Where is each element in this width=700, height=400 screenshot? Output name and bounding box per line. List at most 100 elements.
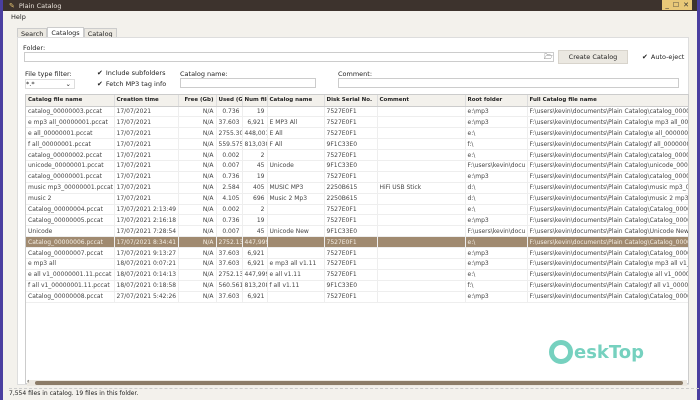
table-cell [377, 106, 466, 118]
feather-icon: ✎ [9, 1, 15, 10]
maximize-button[interactable]: ☐ [672, 1, 680, 9]
column-header[interactable]: Free (Gb) [178, 95, 217, 107]
menu-help[interactable]: Help [11, 13, 26, 21]
column-header[interactable]: Full Catalog file name [527, 95, 688, 107]
table-cell: N/A [178, 116, 217, 129]
table-cell: 0.002 [216, 204, 243, 216]
table-row[interactable]: Catalog_00000008.pccat 27/07/2021 5:42:26… [26, 291, 688, 303]
table-cell: 0.007 [216, 225, 243, 238]
create-catalog-button[interactable]: Create Catalog [558, 50, 628, 64]
table-cell: 2752.135 [216, 236, 243, 249]
table-cell: 2 [242, 204, 268, 216]
table-row[interactable]: Catalog_00000005.pccat 17/07/2021 2:16:18… [26, 214, 688, 227]
tab-catalog[interactable]: Catalog [83, 28, 117, 39]
table-cell: 9F1C33E0 [324, 225, 378, 238]
table-cell: 447,999 [242, 236, 268, 249]
table-cell: 19 [242, 171, 268, 183]
comment-input[interactable] [338, 78, 679, 88]
check-icon: ✔ [97, 80, 103, 88]
auto-eject-checkbox[interactable]: ✔ Auto-eject [642, 53, 684, 61]
table-cell [267, 291, 325, 303]
table-cell: e all v1.11 [267, 269, 325, 281]
table-cell: N/A [178, 182, 217, 194]
table-row[interactable]: catalog_00000003.pccat 17/07/2021 N/A 0.736… [26, 106, 688, 118]
status-bar: 7,554 files in catalog. 19 files in this… [9, 388, 699, 397]
column-header[interactable]: Creation time [114, 95, 179, 107]
table-cell [377, 247, 466, 259]
fetch-mp3-label: Fetch MP3 tag info [105, 80, 167, 88]
table-cell: 37.603 [216, 291, 243, 303]
table-cell: music mp3_00000001.pccat [26, 182, 115, 194]
fetch-mp3-checkbox[interactable]: ✔ Fetch MP3 tag info [97, 80, 166, 88]
table-cell: f all_00000001.pccat [26, 138, 115, 151]
table-cell: unicode_00000001.pccat [26, 160, 115, 172]
table-cell: F:\users\kevin\docu [465, 160, 528, 172]
table-row[interactable]: e all_00000001.pccat17/07/2021N/A2755.30… [26, 127, 688, 140]
table-cell: 7527E0F1 [324, 236, 378, 249]
column-header[interactable]: Disk Serial No. [324, 95, 378, 107]
table-row[interactable]: e mp3 all 18/07/2021 0:07:21 N/A 37.603 6,92… [26, 258, 688, 270]
column-header[interactable]: Catalog file name [26, 95, 115, 107]
table-cell: e:\ [465, 204, 528, 216]
table-cell: 6,921 [242, 258, 268, 270]
table-cell: 0.736 [216, 171, 243, 183]
column-header[interactable]: Comment [377, 95, 466, 107]
table-row[interactable]: e mp3 all_00000001.pccat 17/07/2021 N/A 37.… [26, 116, 688, 129]
table-cell: N/A [178, 160, 217, 172]
table-cell: 813,208 [242, 280, 268, 292]
table-row[interactable]: Catalog_00000004.pccat 17/07/2021 2:13:49… [26, 204, 688, 216]
table-row[interactable]: f all v1_00000001.11.pccat 18/07/2021 0:1… [26, 280, 688, 292]
table-cell: f:\ [465, 138, 528, 151]
file-type-value: *.* [26, 80, 35, 88]
table-row[interactable]: Catalog_00000007.pccat 17/07/2021 9:13:27… [26, 247, 688, 259]
table-cell: Music 2 Mp3 [267, 193, 325, 205]
table-cell [377, 236, 466, 249]
table-cell: 17/07/2021 [114, 171, 179, 183]
table-cell: 0.736 [216, 214, 243, 227]
folder-input[interactable] [24, 52, 554, 62]
table-cell: N/A [178, 225, 217, 238]
table-cell: e:\mp3 [465, 214, 528, 227]
table-row[interactable]: Catalog_00000006.pccat 17/07/2021 8:34:41… [26, 236, 688, 249]
table-cell [267, 236, 325, 249]
table-cell: 17/07/2021 [114, 127, 179, 140]
table-cell: 2755.301 [216, 127, 243, 140]
column-header[interactable]: Used (Gb) [216, 95, 243, 107]
tab-catalogs[interactable]: Catalogs [47, 27, 84, 38]
table-row[interactable]: music mp3_00000001.pccat 17/07/2021 N/A 2.5… [26, 182, 688, 194]
column-header[interactable]: Num files [242, 95, 268, 107]
table-row[interactable]: Unicode 17/07/2021 7:28:54 N/A 0.007 45 Unico… [26, 225, 688, 238]
tab-search[interactable]: Search [17, 28, 48, 39]
file-type-select[interactable]: *.* ⌄ [25, 79, 75, 89]
close-button[interactable]: ✕ [683, 1, 689, 9]
table-row[interactable]: catalog_00000002.pccat 17/07/2021 N/A 0.002… [26, 149, 688, 161]
table-row[interactable]: e all v1_00000001.11.pccat 18/07/2021 0:1… [26, 269, 688, 281]
table-cell: 2.584 [216, 182, 243, 194]
table-cell: d:\ [465, 182, 528, 194]
table-cell: 17/07/2021 2:13:49 [114, 204, 179, 216]
table-cell: 17/07/2021 [114, 160, 179, 172]
scrollbar-thumb[interactable] [35, 381, 683, 385]
table-cell: e mp3 all_00000001.pccat [26, 116, 115, 129]
catalog-name-input[interactable] [180, 78, 316, 88]
include-subfolders-checkbox[interactable]: ✔ Include subfolders [97, 69, 166, 77]
table-cell: e all v1_00000001.11.pccat [26, 269, 115, 281]
table-row[interactable]: f all_00000001.pccat 17/07/2021 N/A 559.575… [26, 138, 688, 151]
scroll-left-icon[interactable]: ‹ [27, 378, 30, 385]
catalogs-table: Catalog file name Creation time Free (Gb) U… [25, 94, 689, 384]
table-cell: E MP3 All [267, 116, 325, 129]
table-cell: F:\users\kevin\documents\Plain Catalog\c… [527, 106, 688, 118]
table-cell: 17/07/2021 [114, 182, 179, 194]
table-cell: 7527E0F1 [324, 214, 378, 227]
column-header[interactable]: Root folder [465, 95, 528, 107]
table-row[interactable]: unicode_00000001.pccat 17/07/2021 N/A 0.007… [26, 160, 688, 172]
column-header[interactable]: Catalog name [267, 95, 325, 107]
table-row[interactable]: catalog_00000001.pccat 17/07/2021 N/A 0.736… [26, 171, 688, 183]
minimize-button[interactable]: _ [665, 1, 669, 9]
table-cell: e:\mp3 [465, 291, 528, 303]
table-cell: F:\users\kevin\documents\Plain Catalog\m… [527, 193, 688, 205]
table-cell: Catalog_00000005.pccat [26, 214, 115, 227]
horizontal-scrollbar[interactable]: ‹ [27, 378, 687, 386]
table-row[interactable]: music 2 17/07/2021 N/A 4.105 696 Music 2 Mp3 2… [26, 193, 688, 205]
folder-open-icon[interactable]: 🗁 [544, 53, 553, 61]
